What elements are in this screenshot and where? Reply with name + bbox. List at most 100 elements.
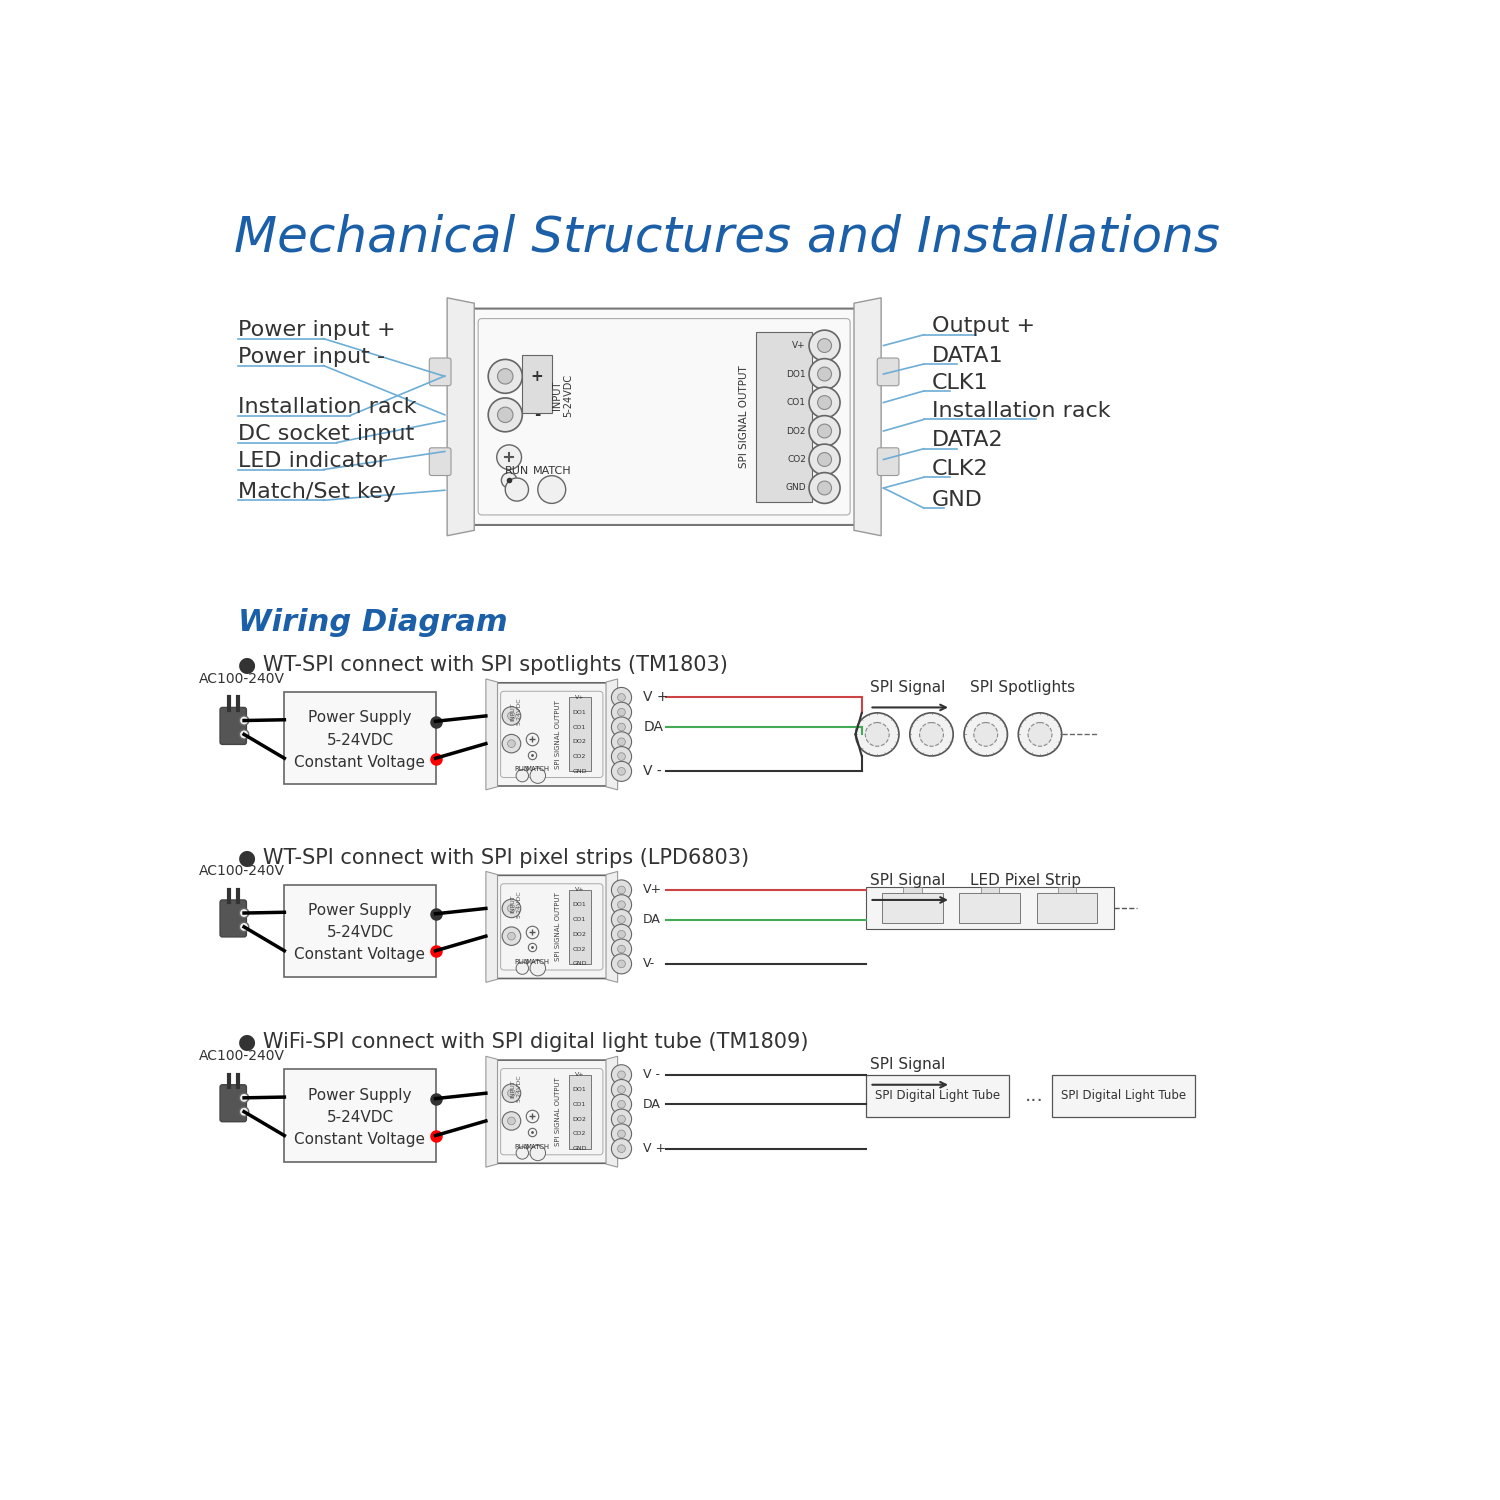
Circle shape <box>240 922 249 932</box>
Polygon shape <box>486 871 498 982</box>
Text: SPI SIGNAL OUTPUT: SPI SIGNAL OUTPUT <box>555 892 561 962</box>
FancyBboxPatch shape <box>878 358 898 386</box>
FancyBboxPatch shape <box>492 1060 612 1164</box>
Bar <box>285 1070 435 1161</box>
Circle shape <box>530 1146 546 1161</box>
Text: RUN: RUN <box>514 766 529 772</box>
Circle shape <box>618 1144 626 1152</box>
Circle shape <box>618 960 626 968</box>
Circle shape <box>516 770 528 782</box>
Text: DATA1: DATA1 <box>932 345 1004 366</box>
Circle shape <box>498 406 513 423</box>
Text: CO2: CO2 <box>573 754 586 759</box>
FancyBboxPatch shape <box>878 448 898 476</box>
Circle shape <box>612 1124 632 1144</box>
Text: AC100-240V: AC100-240V <box>200 864 285 879</box>
Circle shape <box>618 915 626 924</box>
FancyBboxPatch shape <box>220 708 246 744</box>
Text: Power Supply: Power Supply <box>308 711 411 726</box>
Circle shape <box>507 712 516 720</box>
Circle shape <box>618 945 626 952</box>
Circle shape <box>618 693 626 702</box>
Text: SPI Signal: SPI Signal <box>870 680 945 694</box>
Circle shape <box>964 712 1008 756</box>
Circle shape <box>612 732 632 752</box>
Circle shape <box>503 735 520 753</box>
Circle shape <box>865 723 889 747</box>
Text: CO1: CO1 <box>573 1102 586 1107</box>
Circle shape <box>808 416 840 447</box>
Polygon shape <box>606 680 618 790</box>
FancyBboxPatch shape <box>468 309 860 525</box>
Text: SPI Signal: SPI Signal <box>870 1058 945 1072</box>
FancyBboxPatch shape <box>492 876 612 978</box>
Text: -: - <box>534 408 540 423</box>
Text: CO2: CO2 <box>573 1131 586 1137</box>
Text: SPI Digital Light Tube: SPI Digital Light Tube <box>1060 1089 1186 1102</box>
Circle shape <box>612 909 632 930</box>
Circle shape <box>507 904 516 912</box>
Circle shape <box>618 708 626 716</box>
Polygon shape <box>486 1056 498 1167</box>
Circle shape <box>618 886 626 894</box>
Text: GND: GND <box>573 1146 586 1150</box>
FancyBboxPatch shape <box>492 682 612 786</box>
Circle shape <box>240 909 249 918</box>
Circle shape <box>1019 712 1062 756</box>
Bar <box>1052 1074 1196 1118</box>
Text: AC100-240V: AC100-240V <box>200 672 285 686</box>
Text: DC socket input: DC socket input <box>238 424 414 444</box>
Text: V +: V + <box>644 1142 666 1155</box>
Circle shape <box>240 716 249 724</box>
Circle shape <box>240 1094 249 1102</box>
Circle shape <box>612 687 632 708</box>
Text: Output +: Output + <box>932 316 1035 336</box>
Bar <box>285 692 435 784</box>
Circle shape <box>612 954 632 974</box>
Text: DA: DA <box>644 1098 662 1112</box>
Bar <box>882 894 942 922</box>
Text: RUN: RUN <box>504 466 530 476</box>
Circle shape <box>808 387 840 418</box>
Circle shape <box>498 369 513 384</box>
Text: DATA2: DATA2 <box>932 430 1004 450</box>
Circle shape <box>818 396 831 410</box>
Text: DO1: DO1 <box>573 902 586 908</box>
Text: DA: DA <box>644 914 662 926</box>
FancyBboxPatch shape <box>429 358 451 386</box>
Text: GND: GND <box>786 483 806 492</box>
Bar <box>1036 894 1096 922</box>
Circle shape <box>974 723 998 747</box>
Text: Power input -: Power input - <box>238 346 386 368</box>
Bar <box>865 886 1113 928</box>
Text: V+: V+ <box>574 888 585 892</box>
Circle shape <box>240 730 249 740</box>
Circle shape <box>507 740 516 747</box>
Circle shape <box>808 472 840 504</box>
FancyBboxPatch shape <box>220 1084 246 1122</box>
Text: SPI SIGNAL OUTPUT: SPI SIGNAL OUTPUT <box>555 700 561 770</box>
FancyBboxPatch shape <box>220 900 246 938</box>
Circle shape <box>503 898 520 918</box>
Bar <box>285 885 435 977</box>
Bar <box>522 356 552 414</box>
Circle shape <box>818 339 831 352</box>
Text: SPI SIGNAL OUTPUT: SPI SIGNAL OUTPUT <box>740 366 748 468</box>
Circle shape <box>612 939 632 958</box>
Circle shape <box>818 453 831 466</box>
Text: SPI Spotlights: SPI Spotlights <box>970 680 1076 694</box>
Text: CO1: CO1 <box>573 724 586 729</box>
Circle shape <box>612 924 632 945</box>
Circle shape <box>808 444 840 476</box>
Circle shape <box>618 723 626 730</box>
Text: Power Supply: Power Supply <box>308 1088 411 1102</box>
Text: V -: V - <box>644 765 662 778</box>
Text: Constant Voltage: Constant Voltage <box>294 1132 426 1148</box>
Circle shape <box>516 1148 528 1160</box>
Circle shape <box>507 933 516 940</box>
Circle shape <box>920 723 944 747</box>
Text: CLK2: CLK2 <box>932 459 988 478</box>
Text: Wiring Diagram: Wiring Diagram <box>238 609 507 638</box>
Text: INPUT
5-24VDC: INPUT 5-24VDC <box>510 698 522 724</box>
Text: DO1: DO1 <box>573 710 586 714</box>
